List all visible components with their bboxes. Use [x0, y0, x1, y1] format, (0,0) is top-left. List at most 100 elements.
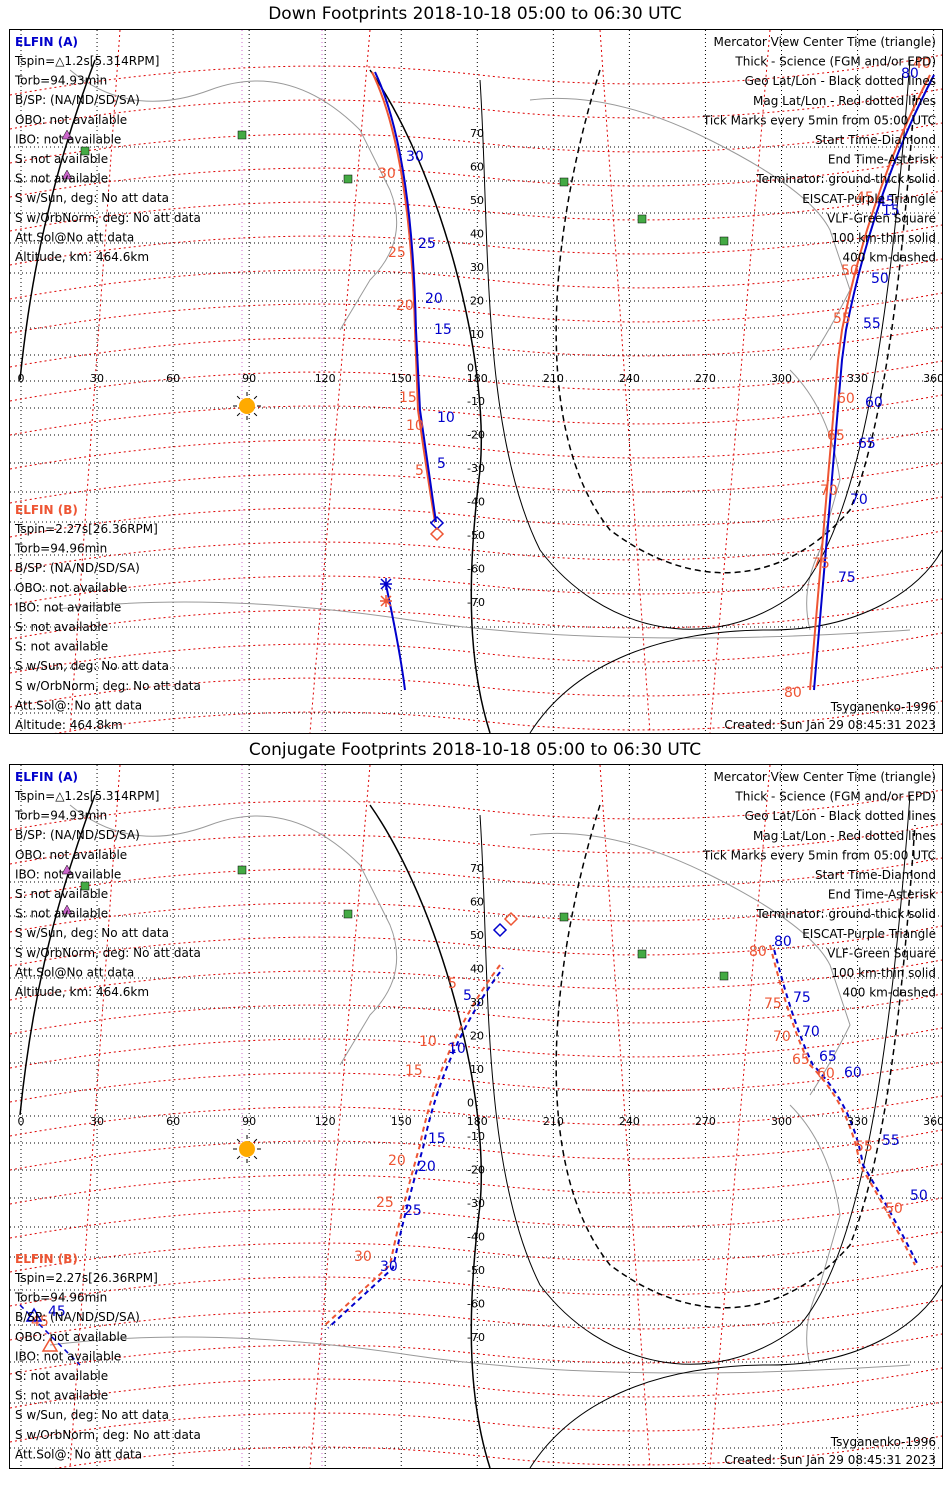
- start-diamond-a: [492, 922, 508, 938]
- elfin-b-track: [324, 964, 501, 1326]
- legend-line: 400 km-dashed: [842, 986, 936, 1000]
- tick-label-a: 15: [882, 203, 900, 219]
- elfin-b-info-line: S: not available: [15, 1389, 108, 1403]
- elfin-b-info-line: Torb=94.96min: [14, 542, 107, 556]
- lon-tick-label: 300: [771, 1115, 792, 1128]
- lat-tick-label: 0: [467, 1097, 474, 1110]
- elfin-a-info-line: Att.Sol@No att data: [15, 230, 134, 244]
- tick-label-a: 30: [380, 1259, 398, 1275]
- tick-label-a: 70: [802, 1024, 820, 1040]
- tick-label-a: 50: [910, 1188, 928, 1204]
- elfin-b-info-line: S w/Sun, deg: No att data: [15, 659, 169, 673]
- altitude-100km-line: [479, 794, 911, 1365]
- lat-tick-label: -70: [467, 1331, 485, 1344]
- lat-tick-label: -50: [467, 529, 485, 542]
- vlf-square: [237, 865, 247, 875]
- model-label: Tsyganenko-1996: [830, 700, 936, 714]
- lon-tick-label: 0: [18, 372, 25, 385]
- elfin-b-info-line: B/SP: (NA/ND/SD/SA): [15, 1310, 140, 1324]
- legend-line: Mag Lat/Lon - Red dotted lines: [753, 829, 936, 843]
- end-asterisk-b: [380, 595, 392, 607]
- created-timestamp: Created: Sun Jan 29 08:45:31 2023: [724, 718, 936, 732]
- elfin-b-info-line: S: not available: [15, 640, 108, 654]
- tick-label-b: 40: [913, 56, 931, 72]
- elfin-b-info-line: Altitude: 464.8km: [15, 1467, 123, 1468]
- lon-tick-label: 120: [315, 1115, 336, 1128]
- coastline: [69, 804, 398, 1066]
- lat-tick-label: 40: [470, 228, 484, 241]
- legend-line: Thick - Science (FGM and/or EPD): [734, 55, 936, 69]
- elfin-a-info-line: OBO: not available: [15, 848, 127, 862]
- lon-tick-label: 30: [90, 372, 104, 385]
- legend-line: Terminator: ground-thick solid: [755, 907, 936, 921]
- vlf-square: [719, 971, 729, 981]
- elfin-b-info-line: Tspin=2.27s[26.36RPM]: [14, 1271, 158, 1285]
- lat-tick-label: 60: [470, 896, 484, 909]
- elfin-a-heading: ELFIN (A): [15, 770, 78, 784]
- tick-label-a: 15: [428, 1131, 446, 1147]
- elfin-a-info-line: IBO: not available: [15, 132, 121, 146]
- vlf-square: [637, 214, 647, 224]
- lon-tick-label: 120: [315, 372, 336, 385]
- terminator-west-line: [19, 794, 96, 1116]
- tick-label-b: 65: [827, 428, 845, 444]
- lon-tick-label: 60: [166, 372, 180, 385]
- tick-label-a: 60: [844, 1065, 862, 1081]
- map-canvas-conjugate: 5101520253080757065605550455101520253080…: [10, 765, 942, 1468]
- tick-label-a: 70: [850, 492, 868, 508]
- elfin-a-info-line: S: not available: [15, 887, 108, 901]
- tick-label-a: 45: [48, 1304, 66, 1320]
- terminator-west-line: [19, 59, 96, 381]
- sun-ray: [253, 1155, 258, 1160]
- coastline: [789, 369, 841, 631]
- tick-label-a: 20: [418, 1159, 436, 1175]
- map-panel-conjugate: 5 10 15 20 25 30 80 75 70 65 60 55 50 45 5 10 15 20 25 30 80…: [9, 764, 943, 1469]
- start-diamond-b: [503, 911, 519, 927]
- elfin-track-west: [19, 1304, 81, 1366]
- elfin-b-info-line: B/SP: (NA/ND/SD/SA): [15, 561, 140, 575]
- tick-label-b: 5: [415, 463, 424, 479]
- elfin-a-info-line: S: not available: [15, 172, 108, 186]
- elfin-a-info-line: B/SP: (NA/ND/SD/SA): [15, 828, 140, 842]
- elfin-b-track-east: [809, 74, 931, 691]
- tick-label-a: 65: [858, 436, 876, 452]
- elfin-a-info-line: S w/Sun, deg: No att data: [15, 926, 169, 940]
- legend-line: Mag Lat/Lon - Red dotted lines: [753, 94, 936, 108]
- vlf-square: [237, 130, 247, 140]
- panel-title-conjugate: Conjugate Footprints 2018-10-18 05:00 to…: [248, 740, 702, 760]
- eiscat-triangle: [61, 904, 73, 915]
- tick-label-a: 25: [418, 236, 436, 252]
- lat-tick-label: -30: [467, 1197, 485, 1210]
- legend-line: Geo Lat/Lon - Black dotted lines: [745, 809, 936, 823]
- elfin-a-track: [327, 967, 504, 1329]
- elfin-b-info-line: IBO: not available: [15, 600, 121, 614]
- tick-label-b: 80: [784, 685, 802, 701]
- tick-label-b: 5: [448, 976, 457, 992]
- elfin-a-info-line: S w/Sun, deg: No att data: [15, 191, 169, 205]
- elfin-b-info-line: S: not available: [15, 1369, 108, 1383]
- elfin-b-info-line: IBO: not available: [15, 1349, 121, 1363]
- legend-line: 400 km-dashed: [842, 251, 936, 265]
- map-panel-down: 30 25 20 15 10 5 40 45 50 55 60 65 70 75 80 30 25 20 15 10 5…: [9, 29, 943, 734]
- lat-tick-label: 50: [470, 929, 484, 942]
- elfin-b-info-line: Torb=94.96min: [14, 1291, 107, 1305]
- tick-label-a: 5: [463, 988, 472, 1004]
- tick-label-a: 20: [425, 291, 443, 307]
- center-triangle-a: [25, 1307, 43, 1322]
- lat-tick-label: -70: [467, 596, 485, 609]
- lon-tick-label: 270: [695, 1115, 716, 1128]
- vlf-square: [343, 174, 353, 184]
- lon-tick-label: 30: [90, 1115, 104, 1128]
- elfin-b-info-line: S w/OrbNorm, deg: No att data: [15, 1428, 201, 1442]
- coastline: [49, 1336, 911, 1374]
- tick-label-b: 10: [419, 1034, 437, 1050]
- lon-tick-label: 150: [391, 1115, 412, 1128]
- coastline: [69, 69, 398, 331]
- eiscat-triangle: [61, 129, 73, 140]
- model-label: Tsyganenko-1996: [830, 1435, 936, 1449]
- elfin-b-track: [371, 71, 436, 523]
- vlf-square: [343, 909, 353, 919]
- vlf-square: [719, 236, 729, 246]
- tick-label-b: 55: [833, 311, 851, 327]
- elfin-b-info-line: S w/Sun, deg: No att data: [15, 1408, 169, 1422]
